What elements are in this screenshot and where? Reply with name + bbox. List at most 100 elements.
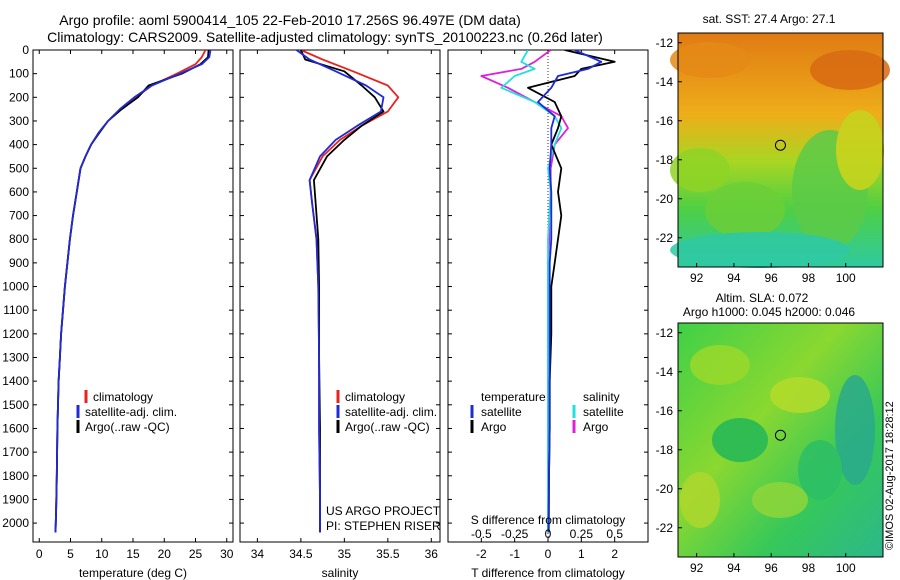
- legend-label-t-argo: Argo: [481, 420, 507, 434]
- legend-label-satellite: satellite-adj. clim.: [85, 405, 177, 419]
- depth-tick-label: 0: [22, 43, 29, 57]
- legend-label-argo: Argo(..raw -QC): [85, 420, 170, 434]
- salinity-axes-frame: [239, 49, 441, 543]
- depth-tick-label: 1500: [2, 398, 29, 412]
- s-tick-label: 0.25: [570, 527, 594, 541]
- x-tick-label: 35.5: [376, 547, 400, 561]
- figure-title-line2: Climatology: CARS2009. Satellite-adjuste…: [47, 29, 603, 45]
- map-y-tick-label: -22: [656, 231, 674, 245]
- sst-patch: [810, 50, 890, 90]
- map-x-tick-label: 92: [690, 561, 704, 575]
- temperature-xlabel: temperature (deg C): [79, 566, 187, 580]
- sst-features: [670, 42, 890, 268]
- figure-title-line1: Argo profile: aoml 5900414_105 22-Feb-20…: [59, 12, 521, 28]
- diff-line-s-satellite: [500, 50, 563, 533]
- sla-map-frame: [677, 322, 884, 558]
- x-tick-label: 30: [220, 547, 234, 561]
- difference-y-ticks: [448, 49, 648, 524]
- float-position-marker: [774, 139, 786, 151]
- sla-map-axes: 92 94 96 98 100 -12 -14 -16 -18 -20 -22: [656, 326, 856, 575]
- depth-tick-label: 800: [9, 232, 29, 246]
- map-y-tick-label: -16: [656, 404, 674, 418]
- s-difference-ticks: -0.5 -0.25 0 0.25 0.5: [471, 527, 623, 541]
- legend-label-argo: Argo(..raw -QC): [345, 420, 430, 434]
- x-tick-label: 34.5: [289, 547, 313, 561]
- legend-label-s-satellite: satellite: [583, 405, 624, 419]
- depth-tick-label: 500: [9, 161, 29, 175]
- map-y-tick-label: -14: [656, 365, 674, 379]
- x-tick-label: -2: [476, 547, 487, 561]
- sla-patch: [752, 482, 808, 518]
- x-tick-label: 36: [425, 547, 439, 561]
- map-y-tick-label: -22: [656, 521, 674, 535]
- map-x-tick-label: 96: [765, 561, 779, 575]
- map-y-tick-label: -12: [656, 36, 674, 50]
- legend-title-salinity: salinity: [583, 390, 620, 404]
- sst-map-frame: [677, 32, 884, 268]
- x-tick-label: 20: [158, 547, 172, 561]
- map-x-tick-label: 100: [836, 561, 856, 575]
- sst-map-title: sat. SST: 27.4 Argo: 27.1: [703, 12, 836, 26]
- s-tick-label: -0.25: [501, 527, 529, 541]
- project-label: US ARGO PROJECT: [326, 504, 441, 518]
- sla-patch: [680, 472, 720, 528]
- depth-tick-label: 2000: [2, 516, 29, 530]
- map-y-tick-label: -20: [656, 192, 674, 206]
- sst-patch: [836, 110, 884, 190]
- difference-lines: [480, 50, 616, 533]
- salinity-panel: 34 34.5 35 35.5 36 salinity climatology sate…: [239, 49, 441, 580]
- t-difference-xlabel: T difference from climatology: [471, 566, 625, 580]
- map-x-tick-label: 100: [836, 271, 856, 285]
- depth-tick-label: 400: [9, 138, 29, 152]
- depth-tick-label: 1100: [3, 303, 29, 317]
- x-tick-label: 35: [338, 547, 352, 561]
- s-tick-label: 0.5: [606, 527, 623, 541]
- legend-label-climatology: climatology: [345, 390, 405, 404]
- sla-patch: [770, 377, 830, 413]
- temp-line-satellite: [54, 50, 212, 533]
- difference-legend: temperature salinity satellite Argo sate…: [470, 390, 624, 434]
- salinity-lines: [295, 50, 400, 533]
- map-x-tick-label: 94: [727, 271, 741, 285]
- sla-map: Altim. SLA: 0.072 Argo h1000: 0.045 h200…: [656, 291, 884, 575]
- sla-map-title-line1: Altim. SLA: 0.072: [716, 291, 809, 305]
- s-tick-label: -0.5: [471, 527, 492, 541]
- map-y-tick-label: -18: [656, 443, 674, 457]
- temperature-axes-frame: [32, 49, 234, 543]
- sst-patch: [670, 232, 850, 268]
- sla-patch: [690, 345, 750, 385]
- x-tick-label: 1: [578, 547, 585, 561]
- sst-map-axes: 92 94 96 98 100 -12 -14 -16 -18 -20 -22: [656, 36, 856, 285]
- temperature-x-axis: 0 5 10 15 20 25 30: [36, 50, 234, 561]
- map-y-tick-label: -18: [656, 153, 674, 167]
- pi-label: PI: STEPHEN RISER: [326, 519, 441, 533]
- depth-tick-label: 1800: [2, 469, 29, 483]
- depth-tick-label: 300: [9, 114, 29, 128]
- depth-tick-label: 700: [9, 209, 29, 223]
- depth-axis: 0 100 200 300 400 500 600 700 800 900 1000 1100 1200…: [2, 43, 233, 530]
- depth-tick-label: 600: [9, 185, 29, 199]
- map-y-tick-label: -16: [656, 114, 674, 128]
- sst-patch: [705, 182, 785, 238]
- sla-patch: [835, 375, 875, 485]
- x-tick-label: 2: [611, 547, 618, 561]
- x-tick-label: 0: [36, 547, 43, 561]
- sla-features: [680, 345, 875, 528]
- sst-map: sat. SST: 27.4 Argo: 27.1 92 94 96 98 100 -12…: [656, 12, 890, 285]
- temperature-panel: 0100200300400500600700800900100011001200…: [2, 43, 233, 580]
- sst-patch: [670, 148, 730, 192]
- x-tick-label: 5: [67, 547, 74, 561]
- map-y-tick-label: -12: [656, 326, 674, 340]
- depth-tick-label: 1200: [2, 327, 29, 341]
- s-tick-label: 0: [545, 527, 552, 541]
- difference-x-axis: -2 -1 0 1 2: [476, 50, 618, 561]
- depth-tick-label: 100: [9, 67, 29, 81]
- salinity-y-ticks: [240, 49, 440, 524]
- map-y-tick-label: -14: [656, 75, 674, 89]
- imos-stamp: ©IMOS 02-Aug-2017 18:28:12: [884, 401, 896, 550]
- temperature-legend: climatology satellite-adj. clim. Argo(..…: [76, 390, 177, 434]
- salinity-x-axis: 34 34.5 35 35.5 36: [251, 50, 439, 561]
- x-tick-label: 34: [251, 547, 265, 561]
- salinity-xlabel: salinity: [322, 566, 359, 580]
